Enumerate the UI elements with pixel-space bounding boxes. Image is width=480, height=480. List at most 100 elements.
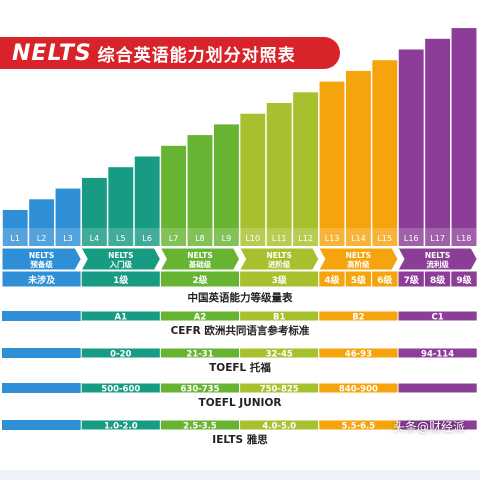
level-bar-l18 [451, 28, 477, 228]
exam-row-start [2, 348, 82, 358]
level-bar-l1 [2, 210, 28, 228]
nelts-group-band [397, 247, 478, 271]
level-label-l9: L9 [222, 234, 232, 243]
nelts-group-band [159, 247, 241, 271]
china-standard-cell-label: 未涉及 [27, 274, 56, 286]
level-bar-l10 [240, 113, 266, 228]
nelts-group-label: 高阶级 [347, 259, 370, 269]
exam-cell [397, 419, 478, 431]
china-standard-cell-label: 2级 [192, 274, 208, 286]
exam-row-title: CEFR 欧洲共同语言参考标准 [171, 324, 310, 337]
title-brand: NELTS [12, 40, 92, 66]
level-label-l15: L15 [377, 234, 392, 243]
level-bar-l13 [319, 81, 345, 228]
exam-cell-label: 5.5-6.5 [342, 422, 376, 432]
nelts-group-name: NELTS [425, 251, 450, 260]
level-label-l16: L16 [404, 234, 419, 243]
level-bar-l5 [108, 167, 134, 228]
level-bar-l7 [161, 145, 187, 228]
exam-cell-label: 840-900 [339, 385, 378, 395]
nelts-group-name: NELTS [29, 251, 54, 260]
level-label-cell [266, 228, 292, 246]
level-label-l18: L18 [457, 234, 472, 243]
level-label-l3: L3 [63, 234, 73, 243]
watermark: 头条@财经派 [393, 420, 466, 434]
nelts-group-name: NELTS [108, 251, 133, 260]
level-label-l8: L8 [195, 234, 205, 243]
level-label-cell [161, 228, 187, 246]
level-bar-l15 [372, 60, 398, 229]
level-label-cell [425, 228, 451, 246]
exam-cell-label: 630-735 [180, 385, 219, 395]
exam-cell [397, 347, 478, 359]
nelts-group-name: NELTS [266, 251, 291, 260]
china-standard-title: 中国英语能力等级量表 [188, 291, 293, 304]
exam-cell-label: A1 [115, 313, 128, 323]
exam-cell-label: 500-600 [101, 385, 140, 395]
level-label-cell [240, 228, 266, 246]
bottom-strip [0, 470, 480, 480]
chart-title: 综合英语能力划分对照表 [97, 45, 296, 66]
level-bar-l9 [213, 124, 239, 228]
exam-cell-label: B1 [273, 313, 285, 323]
exam-cell-label: 1.0-2.0 [104, 422, 138, 432]
level-label-l7: L7 [169, 234, 179, 243]
nelts-group-label: 入门级 [109, 259, 133, 269]
exam-cell [397, 310, 478, 322]
nelts-group-name: NELTS [187, 251, 212, 260]
level-bar-l8 [187, 135, 213, 228]
china-standard-cell-label: 7级 [404, 274, 420, 286]
exam-row-start [2, 420, 82, 430]
level-label-l1: L1 [10, 234, 20, 243]
level-label-cell [293, 228, 319, 246]
china-standard-cell-label: 6级 [377, 274, 393, 286]
level-label-cell [29, 228, 55, 246]
china-standard-cell-label: 9级 [456, 274, 472, 286]
level-bar-l16 [398, 49, 424, 228]
level-bar-l17 [425, 38, 451, 228]
exam-cell-label: 0-20 [110, 350, 131, 360]
level-bar-l6 [134, 156, 160, 228]
nelts-group-label: 流利级 [426, 259, 449, 269]
china-standard-cell-label: 8级 [430, 274, 446, 286]
level-label-cell [345, 228, 371, 246]
level-label-l4: L4 [90, 234, 100, 243]
nelts-group-band [317, 247, 399, 271]
level-label-l5: L5 [116, 234, 126, 243]
exam-row-start [2, 311, 82, 321]
level-label-l17: L17 [430, 234, 445, 243]
exam-row-title: TOEFL 托福 [209, 361, 271, 374]
level-label-cell [187, 228, 213, 246]
level-label-l14: L14 [351, 234, 366, 243]
level-label-l13: L13 [325, 234, 340, 243]
level-bar-l3 [55, 188, 81, 228]
china-standard-cell-label: 4级 [324, 274, 340, 286]
level-label-cell [55, 228, 81, 246]
china-standard-cell-label: 3级 [272, 274, 288, 286]
level-label-cell [2, 228, 28, 246]
level-label-l12: L12 [298, 234, 313, 243]
level-label-l2: L2 [37, 234, 47, 243]
level-bar-l11 [266, 103, 292, 228]
nelts-group-label: 预备级 [30, 259, 53, 269]
level-label-l6: L6 [142, 234, 152, 243]
exam-row-start [2, 383, 82, 393]
exam-row-title: TOEFL JUNIOR [199, 397, 282, 409]
exam-cell-label: 46-93 [345, 350, 372, 360]
level-label-l10: L10 [245, 234, 260, 243]
level-label-cell [134, 228, 160, 246]
level-label-cell [81, 228, 107, 246]
level-label-cell [108, 228, 134, 246]
nelts-group-label: 进阶级 [268, 259, 291, 269]
nelts-group-label: 基础级 [188, 259, 212, 269]
exam-cell-label: 4.0-5.0 [262, 422, 296, 432]
level-bar-l4 [81, 177, 107, 228]
exam-cell-label: 2.5-3.5 [183, 422, 217, 432]
chart-title-banner: NELTS 综合英语能力划分对照表 [0, 37, 340, 69]
nelts-group-band [80, 247, 161, 271]
china-standard-cell-label: 1级 [113, 274, 129, 286]
exam-cell-label: B2 [352, 313, 364, 323]
china-standard-cell-label: 5级 [351, 274, 367, 286]
exam-cell-label: 750-825 [260, 385, 299, 395]
